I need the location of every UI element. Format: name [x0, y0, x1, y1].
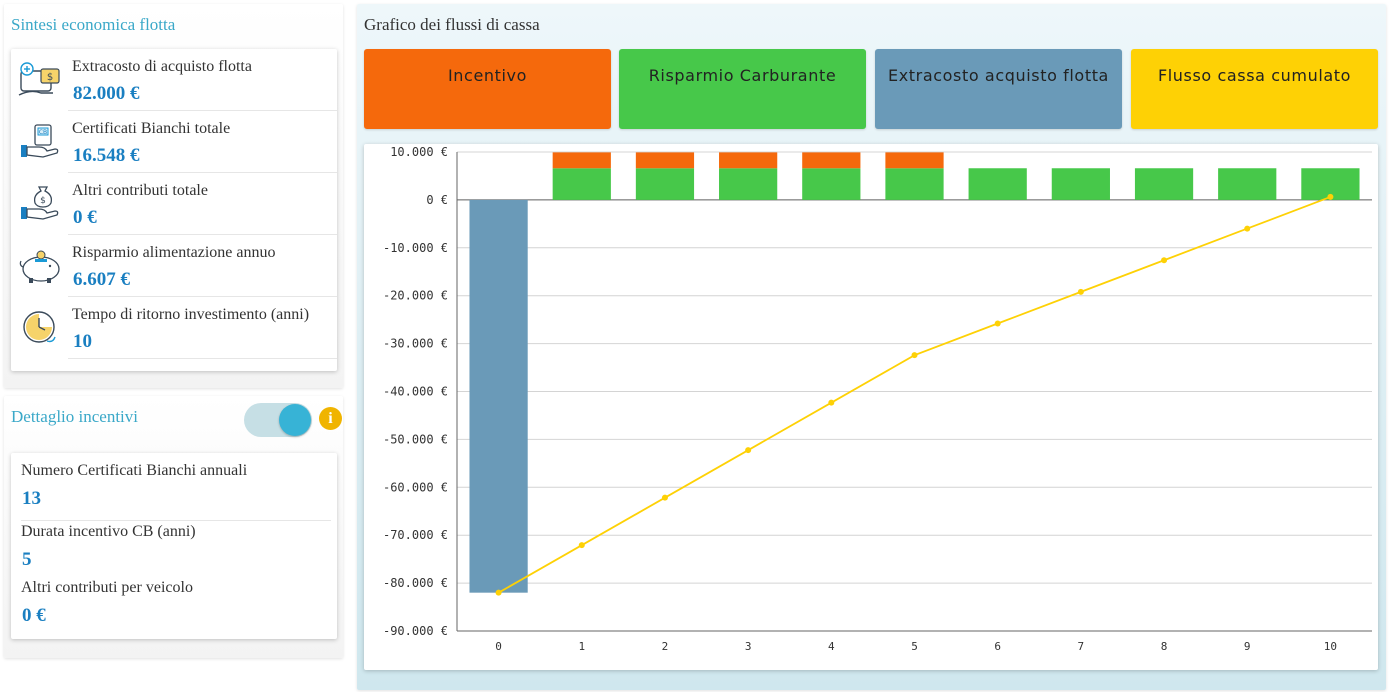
point-flusso-cassa-cumulato — [1244, 225, 1251, 232]
incentive-card: Numero Certificati Bianchi annuali 13 Du… — [11, 453, 337, 639]
svg-text:$: $ — [40, 196, 46, 206]
legend-extracosto-acquisto[interactable]: Extracosto acquisto flotta — [875, 49, 1122, 129]
x-tick-label: 0 — [495, 640, 502, 653]
point-flusso-cassa-cumulato — [1077, 288, 1084, 295]
x-tick-label: 9 — [1244, 640, 1251, 653]
cash-flow-chart: 10.000 € 0 € -10.000 € -20.000 € -30.000 € -4… — [383, 145, 1372, 653]
point-flusso-cassa-cumulato — [495, 589, 502, 596]
bar-risparmio-carburante — [1218, 168, 1277, 200]
point-flusso-cassa-cumulato — [661, 494, 668, 501]
info-icon[interactable]: i — [319, 407, 342, 430]
y-tick-label: -90.000 € — [383, 624, 448, 638]
incentive-value: 0 € — [22, 605, 46, 626]
bar-incentivo — [552, 152, 611, 169]
point-flusso-cassa-cumulato — [745, 447, 752, 454]
bar-risparmio-carburante — [802, 168, 861, 200]
summary-value: 16.548 € — [73, 145, 140, 166]
sintesi-panel: Sintesi economica flotta $ Extracosto di… — [4, 4, 343, 388]
y-tick-label: -70.000 € — [383, 528, 448, 542]
point-flusso-cassa-cumulato — [1327, 193, 1334, 200]
payback-clock-icon — [17, 307, 63, 349]
sintesi-title: Sintesi economica flotta — [11, 15, 176, 34]
svg-text:$: $ — [47, 72, 53, 83]
svg-text:CB: CB — [39, 129, 47, 136]
y-tick-label: -30.000 € — [383, 337, 448, 351]
y-tick-label: 0 € — [426, 193, 448, 207]
y-tick-label: 10.000 € — [390, 145, 448, 159]
incentive-value: 13 — [22, 488, 41, 509]
y-tick-label: -10.000 € — [383, 241, 448, 255]
summary-label: Certificati Bianchi totale — [72, 120, 231, 137]
bar-risparmio-carburante — [719, 168, 778, 200]
incentive-value: 5 — [22, 549, 32, 570]
purchase-cost-icon: $ — [17, 59, 63, 101]
summary-label: Tempo di ritorno investimento (anni) — [72, 306, 310, 323]
incentive-label: Altri contributi per veicolo — [21, 579, 193, 596]
summary-row-certificati: CB Certificati Bianchi totale 16.548 € — [11, 111, 337, 173]
x-tick-label: 3 — [745, 640, 752, 653]
toggle-knob — [279, 404, 311, 436]
y-tick-label: -40.000 € — [383, 385, 448, 399]
bar-risparmio-carburante — [635, 168, 695, 200]
certificate-hand-icon: CB — [17, 121, 63, 163]
summary-label: Risparmio alimentazione annuo — [72, 244, 276, 261]
bar-incentivo — [635, 152, 695, 169]
dettaglio-panel: Dettaglio incentivi i Numero Certificati… — [4, 396, 343, 658]
summary-row-extracosto: $ Extracosto di acquisto flotta 82.000 € — [11, 49, 337, 111]
legend-flusso-cumulato[interactable]: Flusso cassa cumulato — [1131, 49, 1378, 129]
bar-incentivo — [885, 152, 944, 169]
summary-label: Altri contributi totale — [72, 182, 208, 199]
dettaglio-title: Dettaglio incentivi — [11, 407, 138, 426]
point-flusso-cassa-cumulato — [578, 542, 585, 549]
x-tick-label: 6 — [994, 640, 1001, 653]
grafico-panel: Grafico dei flussi di cassa Incentivo Ri… — [357, 4, 1386, 690]
bar-risparmio-carburante — [885, 168, 944, 200]
incentive-label: Durata incentivo CB (anni) — [21, 523, 196, 540]
summary-label: Extracosto di acquisto flotta — [72, 58, 252, 75]
money-bag-hand-icon: $ — [17, 183, 63, 225]
piggy-bank-icon — [17, 245, 63, 287]
summary-value: 82.000 € — [73, 83, 140, 104]
x-tick-label: 2 — [662, 640, 669, 653]
x-tick-label: 10 — [1324, 640, 1337, 653]
x-tick-label: 7 — [1078, 640, 1085, 653]
incentive-label: Numero Certificati Bianchi annuali — [21, 462, 248, 479]
line-flusso-cassa-cumulato — [498, 196, 1331, 594]
summary-value: 0 € — [73, 207, 97, 228]
chart-card: 10.000 € 0 € -10.000 € -20.000 € -30.000 € -4… — [364, 144, 1378, 670]
y-tick-label: -50.000 € — [383, 432, 448, 446]
bar-risparmio-carburante — [968, 168, 1027, 200]
summary-row-tempo-ritorno: Tempo di ritorno investimento (anni) 10 — [11, 297, 337, 359]
point-flusso-cassa-cumulato — [994, 320, 1001, 327]
summary-value: 6.607 € — [73, 269, 130, 290]
y-tick-label: -20.000 € — [383, 289, 448, 303]
grafico-title: Grafico dei flussi di cassa — [364, 15, 540, 34]
legend-risparmio-carburante[interactable]: Risparmio Carburante — [619, 49, 866, 129]
bar-incentivo — [802, 152, 861, 169]
separator — [21, 520, 331, 521]
x-tick-label: 1 — [578, 640, 585, 653]
summary-row-altri-contributi: $ Altri contributi totale 0 € — [11, 173, 337, 235]
summary-card: $ Extracosto di acquisto flotta 82.000 €… — [11, 49, 337, 371]
point-flusso-cassa-cumulato — [1161, 257, 1168, 264]
summary-row-risparmio: Risparmio alimentazione annuo 6.607 € — [11, 235, 337, 297]
x-tick-label: 8 — [1161, 640, 1168, 653]
legend-incentivo[interactable]: Incentivo — [364, 49, 611, 129]
bar-incentivo — [719, 152, 778, 169]
summary-value: 10 — [73, 331, 92, 352]
x-tick-label: 4 — [828, 640, 835, 653]
point-flusso-cassa-cumulato — [911, 352, 918, 359]
bar-extracosto-acquisto-flotta — [469, 199, 528, 593]
y-tick-label: -80.000 € — [383, 576, 448, 590]
bar-risparmio-carburante — [1051, 168, 1110, 200]
x-tick-label: 5 — [911, 640, 918, 653]
bar-risparmio-carburante — [1134, 168, 1194, 200]
incentive-toggle[interactable] — [244, 403, 312, 437]
point-flusso-cassa-cumulato — [828, 399, 835, 406]
bar-risparmio-carburante — [552, 168, 611, 200]
y-tick-label: -60.000 € — [383, 480, 448, 494]
